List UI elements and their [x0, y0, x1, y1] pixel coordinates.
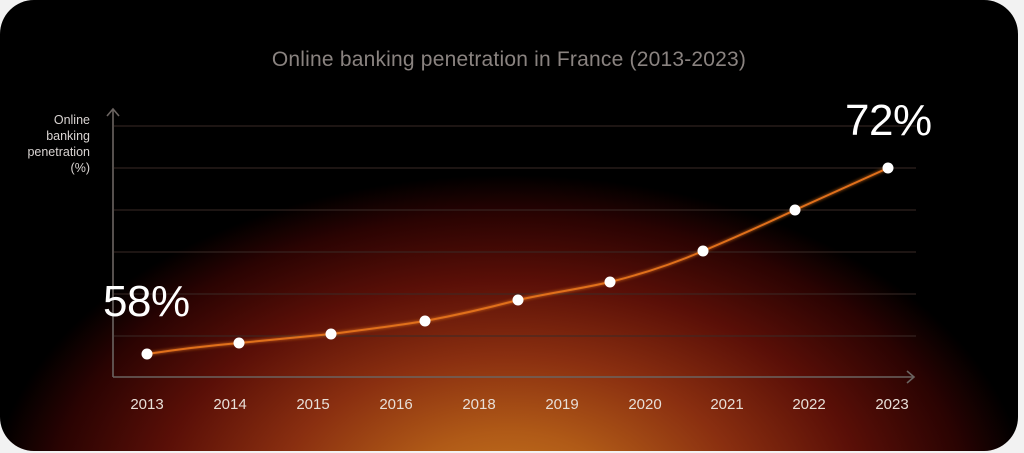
gridlines	[114, 125, 916, 337]
series-line	[146, 167, 889, 355]
x-tick-label: 2018	[462, 396, 496, 413]
x-tick-label: 2022	[792, 396, 826, 413]
y-axis-label: Online banking penetration (%)	[27, 113, 90, 175]
x-tick-label: 2016	[379, 396, 413, 413]
x-tick-label: 2021	[710, 396, 744, 413]
x-tick-label: 2015	[296, 396, 330, 413]
x-tick-label: 2014	[213, 396, 247, 413]
x-tick-label: 2019	[545, 396, 579, 413]
x-tick-label: 2013	[130, 396, 164, 413]
x-tick-label: 2020	[628, 396, 662, 413]
chart-title: Online banking penetration in France (20…	[271, 48, 747, 71]
x-tick-label: 2023	[875, 396, 909, 413]
data-points	[141, 162, 894, 360]
start-value-callout: 58%	[103, 277, 190, 326]
end-value-callout: 72%	[845, 96, 932, 145]
axes	[106, 107, 916, 384]
